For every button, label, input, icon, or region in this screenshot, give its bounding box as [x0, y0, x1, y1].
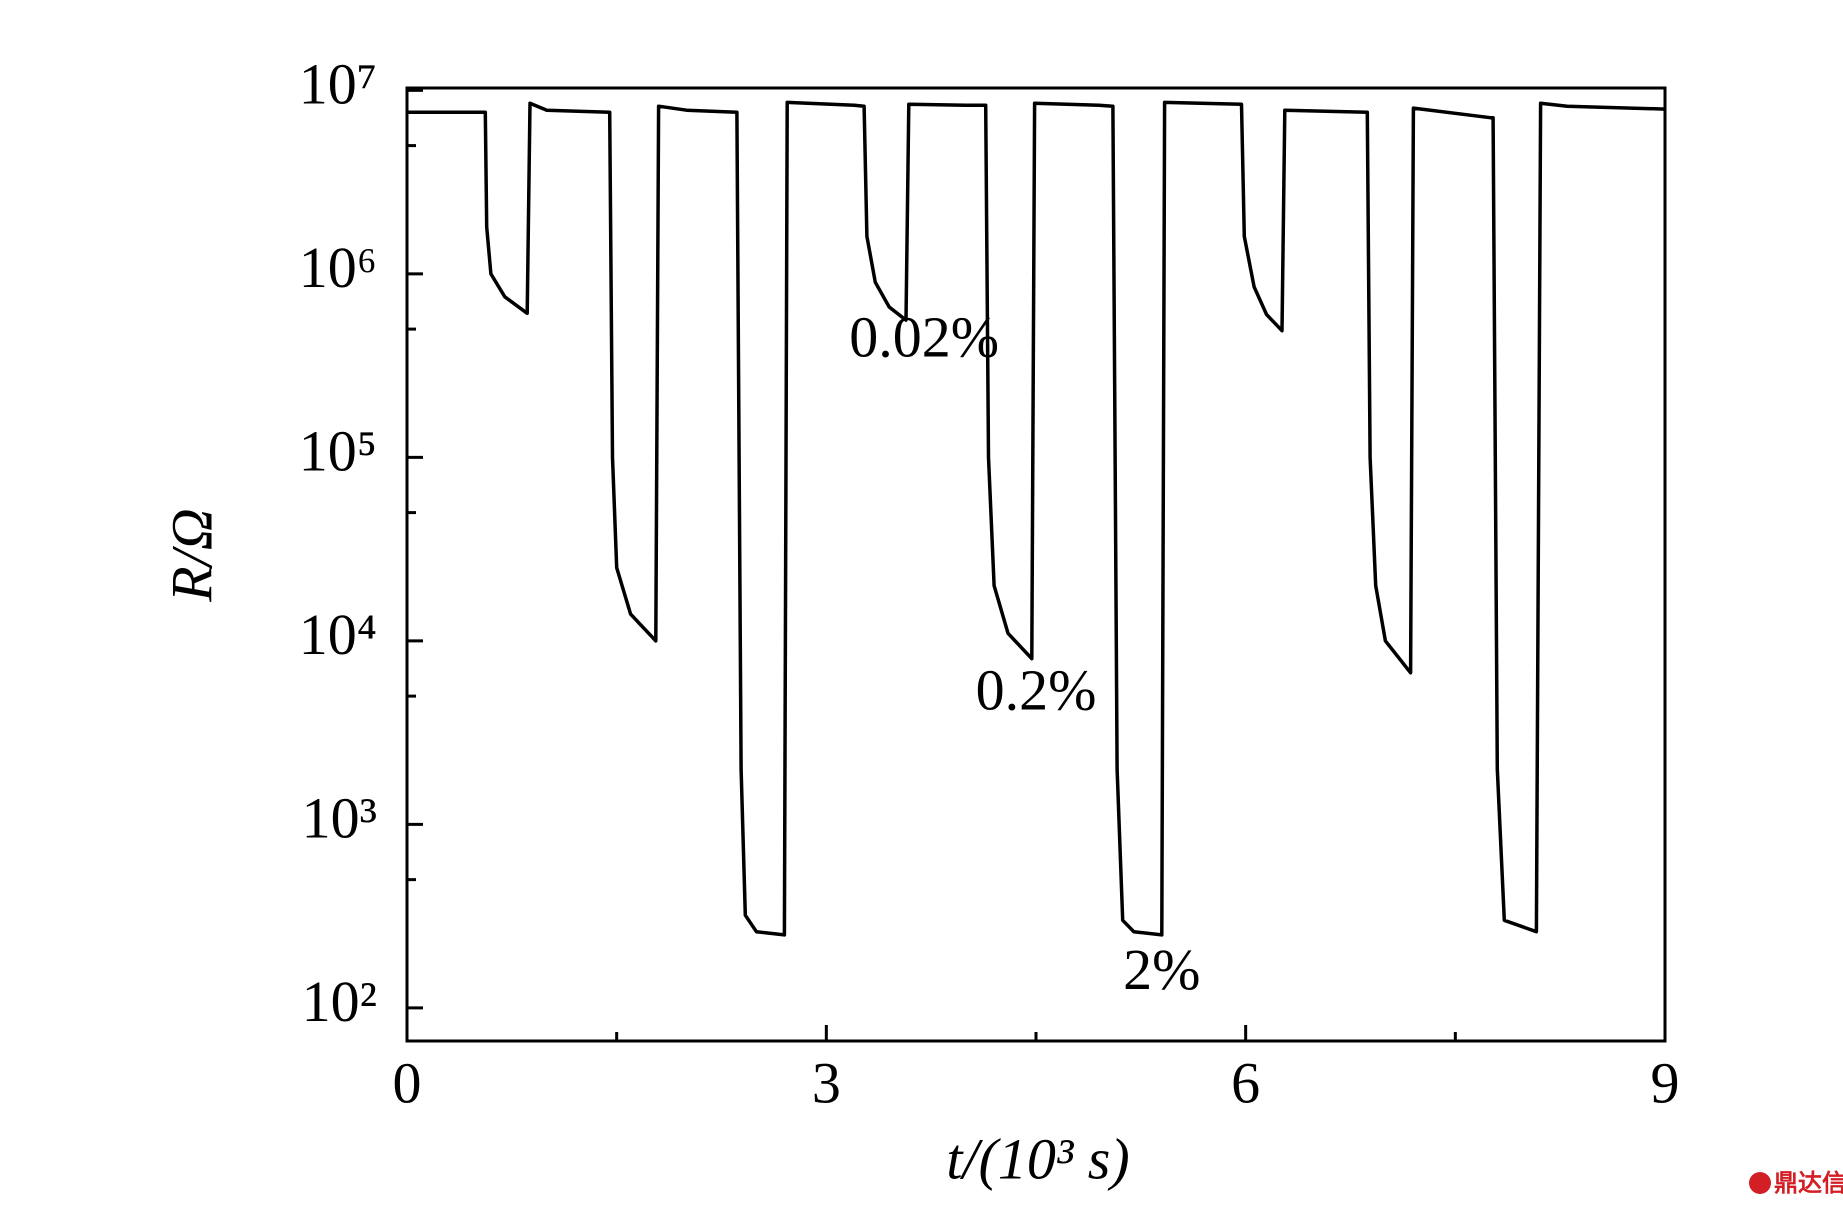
- y-tick-label: 10⁷: [299, 52, 377, 117]
- x-tick-label: 0: [393, 1050, 422, 1115]
- watermark: 鼎达信: [1774, 1169, 1843, 1197]
- y-axis-title: R/Ω: [159, 508, 224, 603]
- annotation: 0.2%: [976, 657, 1097, 722]
- x-tick-label: 9: [1651, 1050, 1680, 1115]
- annotation: 2%: [1123, 937, 1200, 1002]
- x-tick-label: 3: [812, 1050, 841, 1115]
- y-tick-label: 10³: [302, 786, 377, 851]
- y-tick-label: 10²: [302, 969, 377, 1034]
- data-line: [407, 100, 1666, 937]
- annotation: 0.02%: [849, 304, 999, 369]
- watermark-icon: [1749, 1172, 1771, 1194]
- plot-frame: [405, 86, 1667, 1043]
- x-axis-title: t/(10³ s): [946, 1126, 1129, 1191]
- x-tick-label: 6: [1231, 1050, 1260, 1115]
- y-tick-label: 10⁶: [299, 235, 377, 300]
- y-tick-label: 10⁵: [299, 419, 377, 484]
- y-tick-label: 10⁴: [299, 602, 377, 667]
